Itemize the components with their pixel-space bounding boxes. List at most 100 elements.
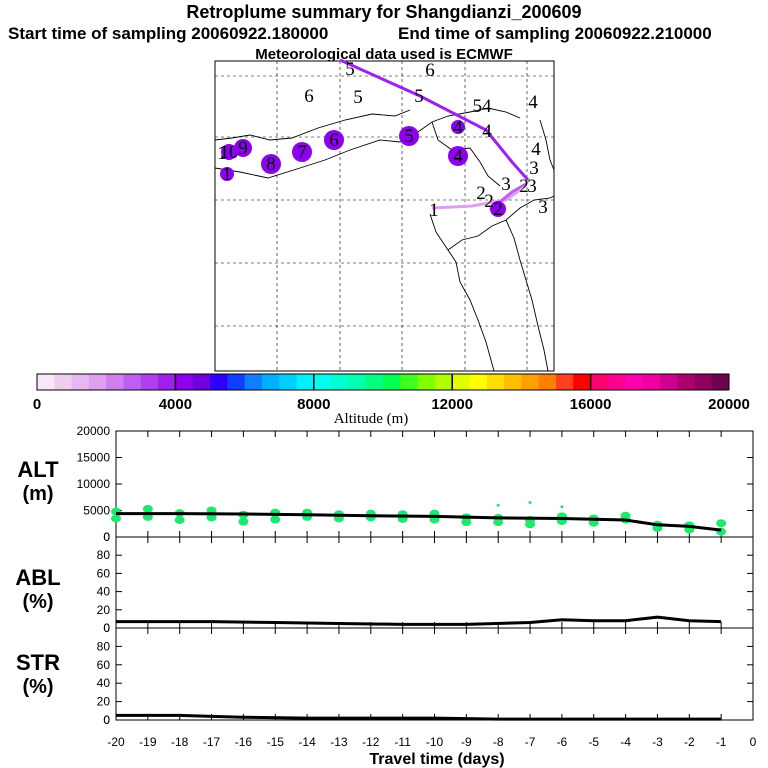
x-tick-label-1: -19 — [139, 735, 157, 749]
cluster-label-15: 4 — [453, 117, 463, 138]
colorbar-swatch-35 — [642, 374, 661, 390]
colorbar-tick-2: 8000 — [297, 396, 330, 413]
cluster-label-3: 10 — [220, 142, 239, 163]
x-tick-label-2: -18 — [171, 735, 189, 749]
alt-median-line — [116, 512, 722, 532]
colorbar-swatch-6 — [140, 374, 159, 390]
cluster-label-13: 5 — [345, 59, 355, 80]
alt-ytick-label-0: 20000 — [77, 424, 111, 438]
colorbar-swatch-12 — [244, 374, 263, 390]
x-tick-label-16: -4 — [620, 735, 631, 749]
cluster-label-5: 8 — [266, 154, 276, 175]
cluster-label-12: 5 — [414, 86, 424, 107]
alt-ytick-label-4: 0 — [103, 530, 110, 544]
alt-unit: (m) — [22, 483, 53, 505]
abl-ytick-label-2: 40 — [97, 585, 111, 599]
x-tick-label-12: -8 — [493, 735, 504, 749]
colorbar-swatch-37 — [677, 374, 695, 390]
cluster-label-6: 7 — [297, 142, 307, 163]
cluster-label-7: 6 — [329, 130, 339, 151]
map-borders — [214, 107, 555, 372]
cluster-label-24: 2 — [519, 176, 529, 197]
x-tick-label-0: -20 — [107, 735, 125, 749]
time-panels — [115, 430, 754, 721]
alt-point-23 — [461, 518, 472, 527]
colorbar-swatch-30 — [556, 374, 574, 390]
colorbar-swatch-11 — [227, 374, 246, 390]
alt-point-11 — [270, 515, 281, 524]
abl-label: ABL — [15, 565, 60, 590]
colorbar-tick-3: 12000 — [431, 396, 473, 413]
colorbar-swatch-1 — [54, 374, 73, 390]
colorbar-swatch-9 — [192, 374, 211, 390]
str-ytick-label-3: 20 — [97, 695, 111, 709]
cluster-marker-10 — [399, 126, 419, 146]
colorbar-swatch-36 — [659, 374, 678, 390]
cluster-label-19: 4 — [531, 139, 541, 160]
colorbar-swatch-31 — [573, 374, 592, 390]
colorbar-swatch-7 — [158, 374, 176, 390]
alt-point-27 — [525, 520, 536, 529]
colorbar-tick-5: 20000 — [708, 396, 750, 413]
colorbar-swatch-4 — [106, 374, 124, 390]
x-tick-label-7: -13 — [330, 735, 348, 749]
cluster-label-16: 4 — [482, 121, 492, 142]
cluster-label-9: 6 — [425, 60, 435, 81]
trajectory-line-0 — [339, 58, 530, 181]
cluster-marker-15 — [451, 120, 465, 134]
cluster-label-18: 4 — [528, 92, 538, 113]
colorbar-swatch-5 — [123, 374, 142, 390]
alt-outlier-1 — [528, 501, 532, 505]
x-tick-label-11: -9 — [461, 735, 472, 749]
x-tick-label-3: -17 — [203, 735, 221, 749]
x-tick-label-19: -1 — [716, 735, 727, 749]
alt-ytick-label-zero: 0 — [103, 530, 110, 544]
chart-title: Retroplume summary for Shangdianzi_20060… — [186, 2, 582, 22]
x-axis-label: Travel time (days) — [369, 751, 504, 768]
x-tick-label-14: -6 — [557, 735, 568, 749]
colorbar-swatch-33 — [607, 374, 626, 390]
abl-ytick-label-0: 80 — [97, 548, 111, 562]
met-data-label: Meteorological data used is ECMWF — [255, 46, 513, 63]
alt-label: ALT — [17, 457, 59, 482]
colorbar-tick-0: 0 — [33, 396, 41, 413]
map-frame — [214, 60, 555, 372]
cluster-label-25: 2 — [476, 183, 486, 204]
colorbar-swatch-8 — [175, 374, 194, 390]
colorbar-swatch-16 — [313, 374, 332, 390]
colorbar-swatch-13 — [261, 374, 280, 390]
colorbar-swatch-0 — [37, 374, 55, 390]
cluster-label-20: 3 — [529, 158, 539, 179]
cluster-marker-14 — [448, 146, 468, 166]
colorbar-swatch-20 — [383, 374, 401, 390]
alt-ytick-label-1: 15000 — [77, 451, 111, 465]
x-tick-label-8: -12 — [362, 735, 380, 749]
colorbar-swatch-39 — [711, 374, 730, 390]
cluster-label-1: 1 — [222, 164, 232, 185]
colorbar-swatch-17 — [331, 374, 349, 390]
abl-ytick-label-4: 0 — [103, 621, 110, 635]
abl-ytick-label-1: 60 — [97, 566, 111, 580]
start-time-label: Start time of sampling 20060922.180000 — [8, 24, 329, 43]
x-tick-label-20: 0 — [750, 735, 757, 749]
str-ytick-label-2: 40 — [97, 676, 111, 690]
cluster-label-4: 9 — [238, 138, 248, 159]
x-tick-label-6: -14 — [298, 735, 316, 749]
cluster-marker-1 — [220, 167, 234, 181]
alt-outlier-0 — [496, 503, 500, 507]
trajectory-line-1 — [431, 188, 521, 210]
abl-ytick-label-zero: 0 — [103, 621, 110, 635]
colorbar-swatch-19 — [365, 374, 384, 390]
cluster-marker-5 — [261, 154, 281, 174]
colorbar-swatch-34 — [625, 374, 643, 390]
str-ytick-label-1: 60 — [97, 658, 111, 672]
x-tick-label-5: -15 — [267, 735, 285, 749]
colorbar-frame — [36, 373, 730, 391]
colorbar-swatch-24 — [452, 374, 470, 390]
str-ytick-label-4: 0 — [103, 713, 110, 727]
colorbar-swatch-38 — [694, 374, 713, 390]
alt-ytick-label-3: 5000 — [83, 504, 110, 518]
